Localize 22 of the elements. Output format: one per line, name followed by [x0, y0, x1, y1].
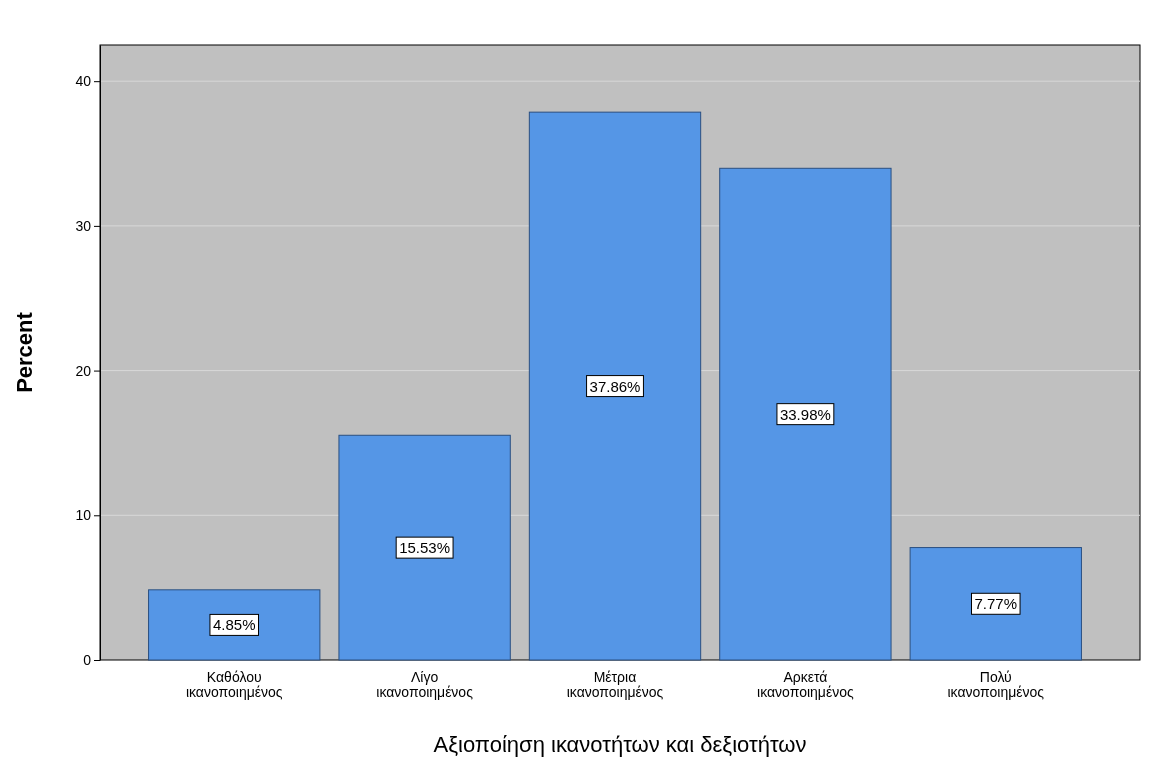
data-label: 37.86% — [589, 377, 641, 395]
x-tick-label: Καθόλου ικανοποιημένος — [185, 669, 283, 700]
y-tick-label: 20 — [75, 362, 92, 379]
bar — [338, 434, 511, 661]
bar — [909, 547, 1082, 661]
x-tick-label: Πολύ ικανοποιημένος — [947, 669, 1045, 700]
y-axis-title: Percent — [12, 311, 37, 393]
data-label: 4.85% — [212, 616, 256, 634]
x-tick-label: Μέτρια ικανοποιημένος — [566, 669, 664, 700]
x-tick-label: Αρκετά ικανοποιημένος — [757, 669, 854, 700]
y-tick-label: 10 — [75, 507, 92, 524]
bar — [148, 589, 321, 661]
y-tick-label: 30 — [75, 217, 92, 234]
x-axis-title: Αξιοποίηση ικανοτήτων και δεξιοτήτων — [433, 732, 807, 757]
bar — [719, 167, 892, 661]
y-tick-label: 0 — [83, 651, 92, 668]
x-tick-label: Λίγο ικανοποιημένος — [376, 669, 474, 700]
data-label: 15.53% — [399, 539, 451, 557]
data-label: 7.77% — [974, 595, 1018, 613]
data-label: 33.98% — [779, 405, 831, 423]
y-tick-label: 40 — [75, 73, 92, 90]
bar — [528, 111, 702, 661]
